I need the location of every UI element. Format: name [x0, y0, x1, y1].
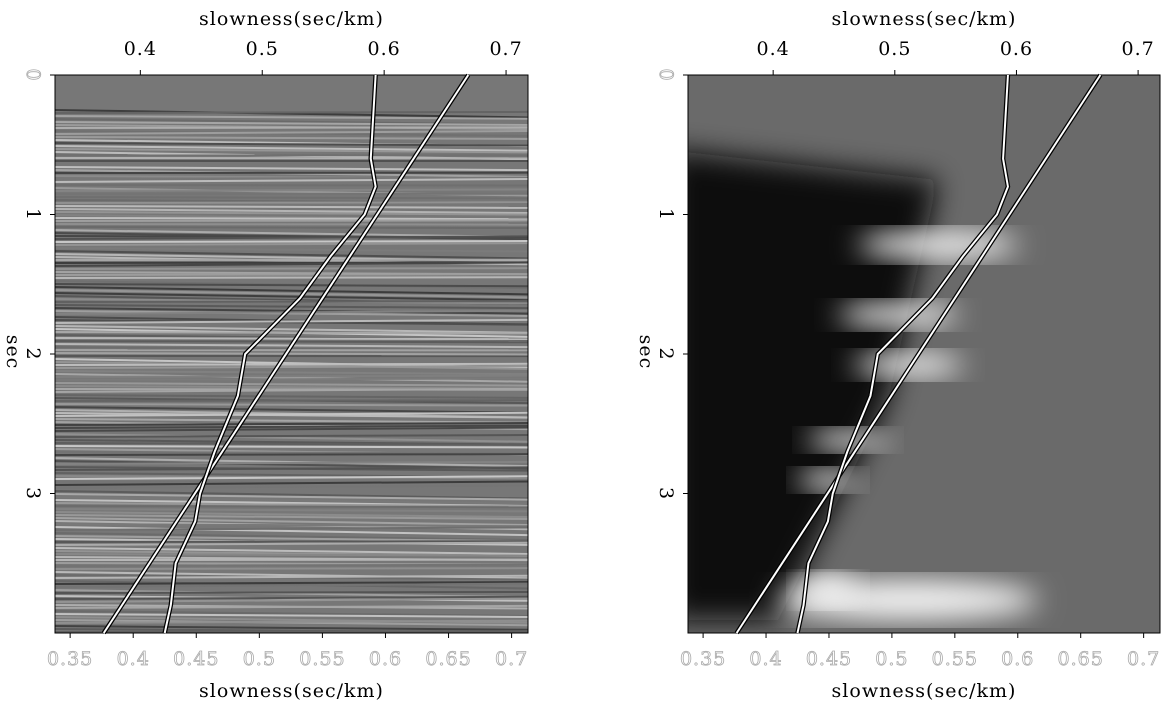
- x2-tick-label: 0.45: [173, 648, 219, 670]
- seismic-texture: [55, 592, 528, 593]
- seismic-texture: [55, 565, 528, 566]
- y-tick-label: 3: [22, 487, 44, 500]
- y-axis-title: sec: [635, 335, 657, 370]
- x-axis-title-top: slowness(sec/km): [199, 8, 384, 30]
- x-tick-label-top: 0.4: [757, 38, 790, 60]
- x2-tick-label: 0.7: [495, 648, 528, 670]
- y-tick-label: 1: [22, 208, 44, 221]
- x2-tick-label: 0.35: [47, 648, 93, 670]
- stack-background: [668, 75, 1160, 633]
- seismic-texture: [55, 364, 528, 365]
- seismic-texture: [55, 224, 528, 225]
- seismic-texture: [55, 452, 528, 453]
- y-tick-label: 0: [655, 68, 677, 81]
- x2-tick-label: 0.65: [425, 648, 471, 670]
- seismic-texture: [55, 220, 528, 221]
- seismic-texture: [55, 185, 528, 186]
- bright-blob: [798, 470, 858, 490]
- x2-tick-label: 0.7: [1127, 648, 1160, 670]
- x2-tick-label: 0.65: [1058, 648, 1104, 670]
- seismic-texture: [55, 268, 528, 269]
- x2-tick-label: 0.5: [875, 648, 908, 670]
- x-tick-label-top: 0.5: [878, 38, 911, 60]
- seismic-texture: [55, 400, 528, 401]
- x-tick-label-top: 0.7: [489, 38, 522, 60]
- seismic-texture: [55, 274, 528, 275]
- x-tick-label-top: 0.7: [1121, 38, 1154, 60]
- y-tick-label: 0: [22, 68, 44, 81]
- x-tick-label-top: 0.6: [368, 38, 401, 60]
- x2-tick-label: 0.45: [806, 648, 852, 670]
- seismic-texture: [55, 454, 528, 455]
- seismic-texture: [55, 112, 528, 113]
- x2-tick-label: 0.55: [299, 648, 345, 670]
- x-tick-label-top: 0.4: [124, 38, 157, 60]
- x-axis-title: slowness(sec/km): [832, 680, 1017, 702]
- x-tick-label-top: 0.5: [246, 38, 279, 60]
- seismic-texture: [55, 301, 528, 302]
- seismic-texture: [55, 227, 528, 228]
- seismic-texture: [55, 631, 528, 632]
- x2-tick-label: 0.35: [680, 648, 726, 670]
- x2-tick-label: 0.6: [369, 648, 402, 670]
- x2-tick-label: 0.5: [243, 648, 276, 670]
- x-axis-title-top: slowness(sec/km): [832, 8, 1017, 30]
- y-tick-label: 1: [655, 208, 677, 221]
- x2-tick-label: 0.55: [932, 648, 978, 670]
- seismic-texture: [55, 127, 528, 128]
- y-tick-label: 3: [655, 487, 677, 500]
- seismic-texture: [55, 568, 528, 569]
- seismic-texture: [55, 338, 528, 339]
- y-tick-label: 2: [655, 347, 677, 360]
- seismic-texture: [55, 241, 528, 242]
- x2-tick-label: 0.6: [1001, 648, 1034, 670]
- seismic-texture: [55, 541, 528, 542]
- seismic-texture: [55, 376, 528, 377]
- y-tick-label: 2: [22, 347, 44, 360]
- x2-tick-label: 0.4: [749, 648, 782, 670]
- seismic-texture: [55, 506, 528, 507]
- x2-tick-label: 0.4: [117, 648, 150, 670]
- x-tick-label-top: 0.6: [1000, 38, 1033, 60]
- seismic-texture: [55, 218, 528, 219]
- seismic-texture: [55, 202, 528, 203]
- y-axis-title: sec: [2, 335, 24, 370]
- seismic-texture: [55, 277, 528, 278]
- x-axis-title: slowness(sec/km): [199, 680, 384, 702]
